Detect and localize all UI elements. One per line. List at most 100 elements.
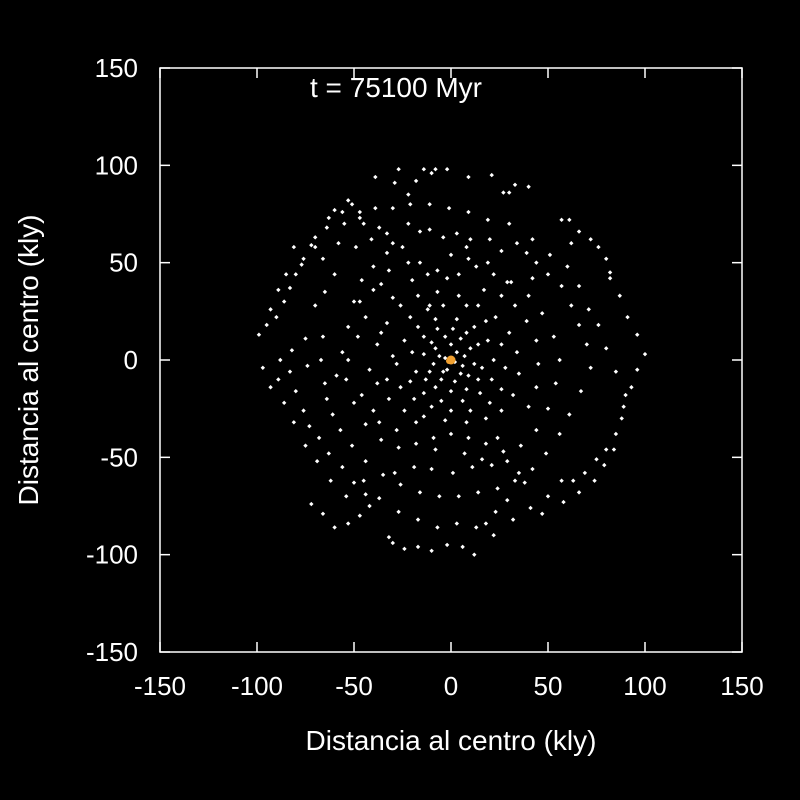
data-point (336, 241, 341, 246)
data-point (351, 400, 357, 406)
data-point (588, 237, 593, 242)
data-point (475, 303, 481, 308)
data-point (361, 478, 366, 483)
data-point (512, 478, 518, 483)
data-point (460, 363, 465, 369)
data-point (625, 314, 630, 320)
data-point (276, 287, 281, 293)
data-point (444, 367, 450, 372)
data-point (642, 351, 648, 357)
data-point (307, 423, 312, 429)
data-point (353, 244, 359, 250)
data-point (433, 385, 438, 390)
data-point (373, 205, 378, 211)
data-point (283, 272, 289, 277)
data-point (635, 332, 640, 337)
data-point (332, 272, 337, 277)
data-point (499, 293, 504, 298)
data-point (547, 252, 553, 258)
data-point (456, 293, 461, 298)
data-point (505, 497, 510, 503)
data-point (291, 244, 297, 250)
data-point (340, 350, 345, 355)
data-point (454, 316, 460, 322)
data-point (472, 552, 477, 557)
data-point (510, 392, 516, 398)
data-point (534, 260, 539, 265)
data-point (530, 466, 535, 472)
data-point (406, 221, 411, 226)
data-point (571, 478, 576, 483)
data-point (322, 381, 328, 386)
data-point (373, 174, 378, 180)
data-point (417, 260, 423, 265)
data-point (435, 326, 440, 332)
data-point (528, 505, 533, 511)
data-point (357, 209, 363, 215)
data-point (402, 338, 407, 343)
data-point (450, 326, 456, 332)
data-point (448, 408, 454, 413)
data-point (518, 443, 524, 448)
data-point (309, 242, 314, 248)
data-point (324, 396, 330, 402)
data-point (462, 451, 467, 456)
data-point (371, 408, 376, 413)
y-axis-label: Distancia al centro (kly) (13, 215, 44, 506)
data-point (439, 398, 444, 404)
data-point (408, 314, 413, 320)
data-point (464, 244, 469, 250)
data-point (415, 293, 421, 298)
x-tick-labels: -150 -100 -50 0 50 100 150 (134, 671, 764, 701)
data-point (536, 361, 541, 367)
data-point (526, 404, 531, 409)
data-point (524, 318, 529, 324)
data-point (386, 268, 392, 273)
data-point (454, 521, 460, 526)
data-point (576, 229, 582, 234)
data-point (516, 470, 522, 476)
data-point (576, 322, 582, 328)
data-point (326, 215, 331, 221)
data-point (448, 388, 454, 394)
data-point (524, 250, 529, 256)
data-point (415, 517, 421, 522)
data-point (375, 342, 380, 347)
data-point (503, 365, 508, 370)
data-point (444, 276, 450, 281)
data-point (477, 390, 483, 396)
data-point (413, 420, 419, 425)
data-point (268, 385, 273, 390)
data-point (363, 492, 368, 497)
data-point (588, 365, 593, 370)
data-point (456, 272, 461, 277)
data-point (613, 431, 619, 437)
data-point (386, 396, 392, 402)
data-point (429, 404, 434, 409)
tick-marks (159, 67, 743, 653)
data-point (431, 435, 436, 441)
data-point (464, 303, 469, 308)
data-point (322, 289, 328, 295)
data-point (472, 324, 477, 330)
data-point (489, 377, 494, 382)
data-point (338, 427, 343, 433)
data-point (607, 270, 613, 275)
data-point (466, 435, 471, 441)
data-point (268, 307, 273, 312)
data-point (474, 525, 479, 530)
data-point (619, 416, 624, 421)
data-point (394, 427, 399, 433)
data-point (429, 466, 434, 472)
data-point (433, 346, 438, 351)
data-point (491, 272, 496, 277)
data-point (483, 521, 489, 526)
data-point (384, 231, 390, 236)
data-point (516, 371, 522, 376)
data-point (357, 299, 363, 304)
y-tick-label: -50 (100, 442, 138, 472)
data-point (320, 256, 326, 261)
data-point (596, 244, 601, 250)
data-point (406, 260, 411, 265)
data-point (594, 457, 599, 462)
